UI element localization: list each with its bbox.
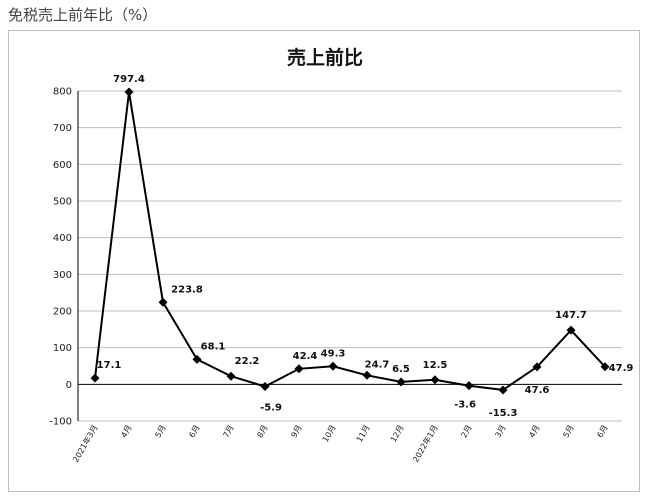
x-axis-ticks: 2021年3月 4月 5月 6月 7月 8月 9月 10月 11月 12月 2022年1月 2月 3月 4… [70, 423, 609, 464]
data-label: -5.9 [260, 402, 282, 413]
data-label: 223.8 [171, 284, 203, 295]
y-tick-label: 200 [53, 307, 72, 318]
data-label: 49.3 [321, 348, 346, 359]
data-label: 22.2 [235, 356, 260, 367]
chart-title: 売上前比 [287, 46, 363, 69]
data-label: 147.7 [555, 310, 587, 321]
data-markers [90, 87, 610, 395]
data-point [600, 362, 610, 372]
axes [77, 91, 622, 421]
x-tick-label: 2021年3月 [70, 423, 99, 464]
data-point [226, 371, 236, 381]
series-line [94, 91, 606, 391]
x-tick-label: 5月 [561, 424, 575, 440]
x-tick-label: 7月 [221, 424, 235, 440]
x-tick-label: 6月 [595, 424, 609, 440]
data-point [362, 370, 372, 380]
gridlines [78, 90, 622, 422]
data-label: 12.5 [423, 360, 448, 371]
data-point [328, 361, 338, 371]
data-point [532, 362, 542, 372]
x-tick-label: 2022年1月 [410, 423, 439, 464]
y-tick-label: 300 [53, 270, 72, 281]
x-tick-label: 8月 [255, 424, 269, 440]
y-axis-ticks: -100 0 100 200 300 400 500 600 700 800 [49, 87, 72, 428]
data-label: -3.6 [454, 400, 476, 411]
data-point [260, 381, 270, 391]
chart-frame [8, 30, 640, 492]
data-point [90, 373, 100, 383]
data-label: -15.3 [489, 408, 518, 419]
data-labels: 17.1 797.4 223.8 68.1 22.2 -5.9 42.4 49.3 24.7 6.… [97, 74, 634, 419]
data-point [124, 87, 134, 97]
y-tick-label: 500 [53, 197, 72, 208]
y-tick-label: 800 [53, 87, 72, 98]
x-tick-label: 10月 [321, 424, 338, 444]
data-point [192, 354, 202, 364]
data-label: 47.6 [525, 385, 550, 396]
data-point [464, 381, 474, 391]
x-tick-label: 3月 [493, 424, 507, 440]
x-tick-label: 12月 [389, 424, 406, 444]
data-label: 6.5 [392, 364, 410, 375]
y-tick-label: -100 [49, 417, 72, 428]
data-point [294, 364, 304, 374]
y-tick-label: 0 [66, 380, 72, 391]
data-label: 797.4 [113, 74, 145, 85]
data-label: 24.7 [365, 359, 390, 370]
data-label: 47.9 [609, 363, 634, 374]
y-tick-label: 700 [53, 123, 72, 134]
x-tick-label: 5月 [153, 424, 167, 440]
data-point [158, 297, 168, 307]
x-tick-label: 4月 [119, 424, 133, 440]
data-label: 42.4 [293, 351, 318, 362]
data-point [430, 375, 440, 385]
y-tick-label: 600 [53, 160, 72, 171]
data-point [566, 325, 576, 335]
data-label: 17.1 [97, 360, 122, 371]
data-point [498, 385, 508, 395]
y-tick-label: 400 [53, 233, 72, 244]
page-heading: 免税売上前年比（%） [8, 6, 158, 24]
data-point [396, 377, 406, 387]
x-tick-label: 6月 [187, 424, 201, 440]
x-tick-label: 4月 [527, 424, 541, 440]
x-tick-label: 11月 [355, 424, 372, 444]
x-tick-label: 9月 [289, 424, 303, 440]
x-tick-label: 2月 [459, 424, 473, 440]
y-tick-label: 100 [53, 343, 72, 354]
data-label: 68.1 [201, 341, 226, 352]
